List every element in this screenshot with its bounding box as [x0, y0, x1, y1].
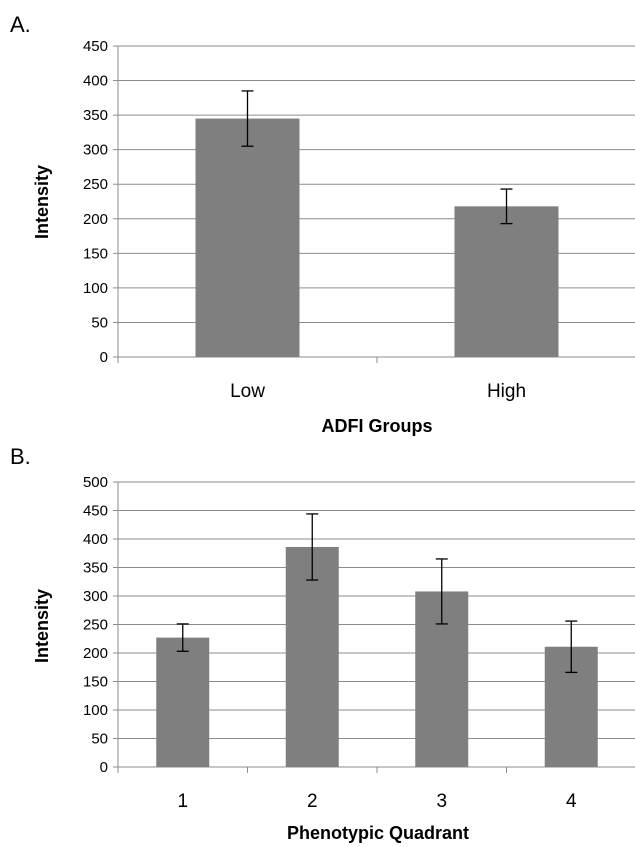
y-tick-label-b: 100 [83, 702, 108, 719]
y-axis-title-a: Intensity [32, 165, 52, 239]
y-tick-label-b: 250 [83, 617, 108, 634]
y-tick-label-a: 0 [100, 349, 108, 366]
y-tick-label-b: 150 [83, 674, 108, 691]
y-tick-label-a: 350 [83, 107, 108, 124]
y-tick-label-b: 50 [91, 731, 108, 748]
x-category-label-b-3: 4 [566, 791, 577, 812]
y-tick-label-a: 400 [83, 73, 108, 90]
y-tick-label-b: 0 [100, 759, 108, 776]
y-tick-label-b: 400 [83, 531, 108, 548]
y-tick-label-b: 350 [83, 560, 108, 577]
x-axis-title-a: ADFI Groups [322, 416, 433, 436]
y-tick-label-b: 300 [83, 588, 108, 605]
y-tick-label-a: 300 [83, 142, 108, 159]
x-category-label-b-1: 2 [307, 791, 318, 812]
y-tick-label-a: 100 [83, 280, 108, 297]
x-axis-title-b: Phenotypic Quadrant [287, 823, 469, 843]
y-tick-label-a: 150 [83, 245, 108, 262]
bar-b-1 [285, 546, 339, 767]
y-tick-label-a: 200 [83, 211, 108, 228]
y-tick-label-b: 500 [83, 474, 108, 491]
y-axis-title-b: Intensity [32, 589, 52, 663]
bar-b-0 [156, 637, 210, 767]
y-tick-label-a: 50 [91, 314, 108, 331]
chart-b: B. 0 50 100 150 200 250 300 350 400 450 500 1 2 3 4 I… [10, 444, 635, 843]
y-tick-label-a: 250 [83, 176, 108, 193]
y-tick-label-b: 450 [83, 503, 108, 520]
x-category-label-b-0: 1 [177, 791, 188, 812]
bar-a-0 [195, 118, 300, 357]
panel-label-b: B. [10, 444, 31, 469]
chart-a: A. 0 50 100 150 200 250 300 350 400 450 Low High I… [10, 12, 635, 436]
x-category-label-a-0: Low [230, 381, 265, 402]
bar-a-1 [454, 206, 559, 357]
x-category-label-a-1: High [487, 381, 526, 402]
y-tick-label-a: 450 [83, 38, 108, 55]
y-tick-label-b: 200 [83, 645, 108, 662]
x-category-label-b-2: 3 [436, 791, 447, 812]
panel-label-a: A. [10, 12, 31, 37]
